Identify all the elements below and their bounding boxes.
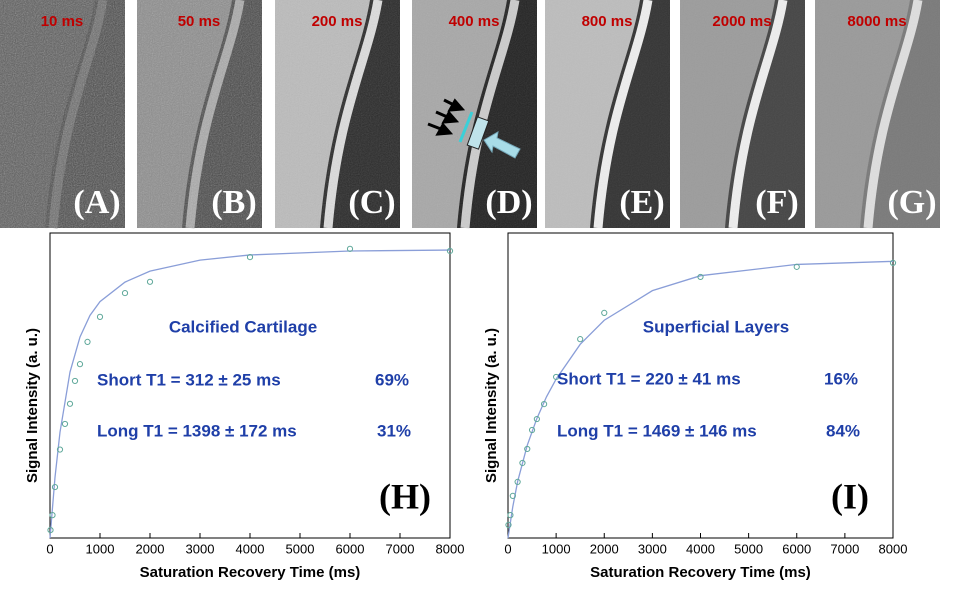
data-point: [577, 336, 584, 343]
x-tick-label: 4000: [236, 541, 265, 556]
panel-label: (I): [831, 476, 869, 516]
data-point: [601, 309, 608, 317]
x-tick-label: 0: [46, 541, 53, 556]
noise: [815, 0, 940, 228]
data-point: [507, 512, 514, 519]
data-point: [96, 313, 104, 320]
mri-panel: 10 ms (A): [0, 0, 125, 229]
panel-label: (H): [379, 476, 431, 516]
data-point: [540, 401, 548, 408]
x-tick-label: 3000: [638, 541, 667, 556]
annotation: 16%: [824, 369, 858, 388]
time-label: 800 ms: [582, 13, 633, 30]
annotation: Short T1 = 312 ± 25 ms: [97, 370, 281, 389]
data-point: [146, 278, 154, 285]
data-point: [505, 521, 512, 528]
panel-label: (C): [348, 184, 395, 221]
annotation: 84%: [826, 421, 860, 440]
data-point: [519, 459, 526, 467]
data-point: [346, 245, 354, 252]
mri-panel: 400 ms (D): [412, 0, 537, 229]
annotation: Short T1 = 220 ± 41 ms: [557, 369, 741, 388]
x-tick-label: 0: [504, 541, 511, 556]
data-point: [76, 361, 84, 368]
noise: [412, 0, 537, 228]
x-tick-label: 8000: [436, 541, 465, 556]
data-point: [246, 253, 254, 261]
x-tick-label: 2000: [136, 541, 165, 556]
chart: 0 1000 2000 3000 4000 5000 6000 7000 8000 Saturat…: [24, 232, 465, 581]
x-tick-label: 4000: [686, 541, 715, 556]
noise: [680, 0, 805, 228]
data-point: [889, 259, 897, 266]
arrows: [427, 98, 521, 159]
noise: [0, 0, 125, 228]
mri-panel: 800 ms (E): [545, 0, 670, 229]
data-point: [697, 273, 704, 281]
x-tick-label: 3000: [186, 541, 215, 556]
annotation: Long T1 = 1469 ± 146 ms: [557, 421, 757, 440]
data-point: [793, 263, 800, 270]
x-tick-label: 6000: [336, 541, 365, 556]
mri-panel: 200 ms (C): [275, 0, 400, 229]
x-axis-label: Saturation Recovery Time (ms): [140, 564, 361, 581]
image-panels: 10 ms (A) 50 ms (B) 200 ms (C) 400 ms (D) 800 ms…: [0, 0, 940, 229]
data-point: [71, 377, 79, 385]
x-tick-label: 7000: [386, 541, 415, 556]
y-axis-label: Signal Intensity (a. u.): [24, 328, 41, 483]
x-tick-label: 5000: [734, 541, 763, 556]
data-point: [121, 289, 129, 297]
data-point: [51, 483, 59, 491]
annotation: Calcified Cartilage: [169, 317, 317, 336]
noise: [275, 0, 400, 228]
x-axis-label: Saturation Recovery Time (ms): [590, 564, 811, 581]
data-point: [84, 338, 91, 345]
annotation: Long T1 = 1398 ± 172 ms: [97, 421, 297, 440]
panel-label: (A): [73, 184, 120, 221]
data-point: [533, 415, 540, 423]
annotation: 31%: [377, 421, 411, 440]
data-point: [509, 492, 516, 500]
x-tick-label: 7000: [830, 541, 859, 556]
x-tick-label: 1000: [542, 541, 571, 556]
data-point: [49, 512, 56, 519]
panel-label: (E): [619, 184, 664, 221]
time-label: 400 ms: [449, 13, 500, 30]
time-label: 50 ms: [178, 13, 221, 30]
x-tick-label: 1000: [86, 541, 115, 556]
time-label: 10 ms: [41, 13, 84, 30]
noise: [545, 0, 670, 228]
annotation: 69%: [375, 370, 409, 389]
x-tick-label: 8000: [879, 541, 908, 556]
mri-panel: 8000 ms (G): [815, 0, 940, 229]
chart: 0 1000 2000 3000 4000 5000 6000 7000 8000 Saturat…: [483, 232, 908, 581]
mri-panel: 50 ms (B): [137, 0, 262, 229]
data-point: [524, 445, 531, 453]
data-point: [446, 247, 454, 255]
time-label: 8000 ms: [847, 13, 906, 30]
panel-label: (D): [485, 184, 532, 221]
panel-label: (B): [211, 184, 256, 221]
panel-label: (G): [887, 184, 936, 221]
time-label: 2000 ms: [712, 13, 771, 30]
data-point: [56, 446, 64, 453]
data-point: [47, 526, 54, 534]
data-point: [61, 420, 69, 428]
data-point: [514, 478, 521, 485]
annotation: Superficial Layers: [643, 317, 789, 336]
x-tick-label: 2000: [590, 541, 619, 556]
panel-label: (F): [755, 184, 798, 221]
charts: 0 1000 2000 3000 4000 5000 6000 7000 8000 Saturat…: [24, 232, 908, 581]
noise: [137, 0, 262, 228]
data-point: [528, 426, 536, 434]
x-tick-label: 6000: [782, 541, 811, 556]
x-tick-label: 5000: [286, 541, 315, 556]
data-point: [553, 373, 560, 381]
data-point: [66, 400, 74, 407]
y-axis-label: Signal Intensity (a. u.): [483, 328, 500, 483]
mri-panel: 2000 ms (F): [680, 0, 805, 229]
time-label: 200 ms: [312, 13, 363, 30]
